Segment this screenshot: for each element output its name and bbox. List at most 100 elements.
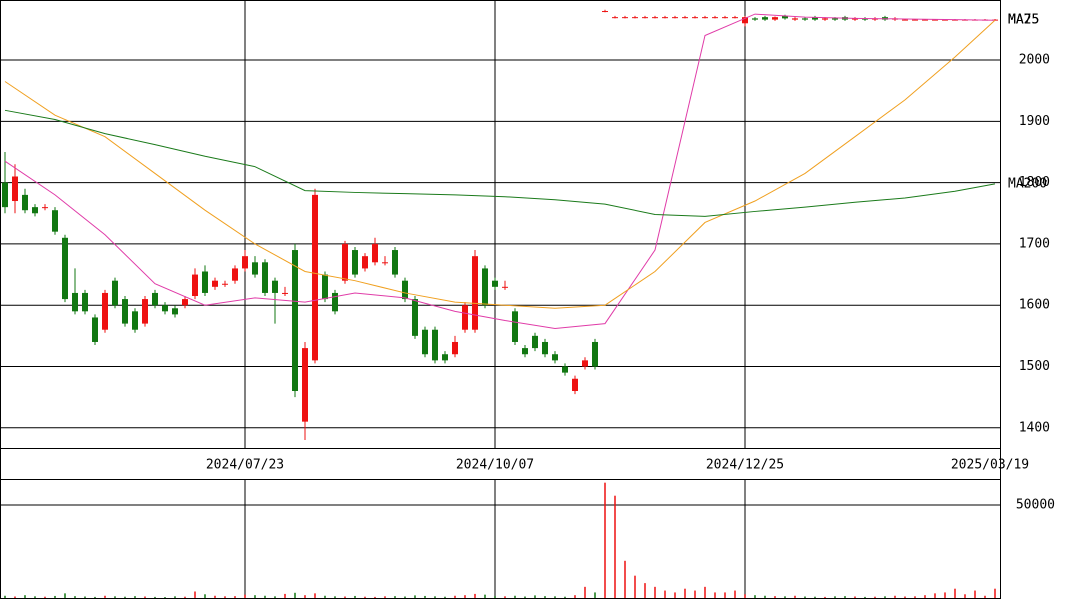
volume-bar [414,595,416,598]
y-tick-label: 1900 [1019,114,1050,129]
volume-bar [904,596,906,598]
candle-body [272,280,278,293]
candle-body [732,17,738,19]
candle-body [662,17,668,19]
volume-bar [374,596,376,598]
volume-bar [464,595,466,598]
volume-bar [854,596,856,598]
candle-body [12,176,18,202]
candle-body [222,283,228,285]
candle-body [512,311,518,342]
volume-bar [14,596,16,598]
candle-body [312,194,318,361]
candle-body [792,18,798,20]
volume-bar [524,596,526,598]
volume-bar [474,593,476,598]
y-tick-label: 1600 [1019,298,1050,313]
candle-body [642,17,648,19]
candle-body [932,19,938,21]
candle-body [822,18,828,20]
candle-body [702,17,708,19]
volume-bar [754,595,756,598]
volume-bar [444,596,446,598]
volume-bar [564,596,566,598]
volume-bar [804,596,806,598]
candle-body [502,286,508,288]
candle-body [412,299,418,336]
volume-bar [504,596,506,598]
candle-body [22,194,28,211]
candle-body [252,262,258,275]
volume-bar [194,591,196,598]
candle-body [42,207,48,209]
candle-body [232,268,238,281]
candle-body [592,341,598,367]
volume-bar [264,595,266,598]
candle-body [482,268,488,306]
candle-body [562,366,568,373]
candle-body [362,256,368,269]
candle-body [902,19,908,21]
volume-bar [394,596,396,598]
candle-body [92,317,98,342]
candle-body [942,19,948,21]
candle-body [202,271,208,293]
volume-bar [954,588,956,598]
candle-body [722,17,728,19]
volume-bar [154,596,156,598]
candle-body [762,17,768,20]
candle-body [322,274,328,300]
volume-bar [24,595,26,598]
candle-body [212,280,218,287]
volume-bar [714,592,716,598]
candle-body [402,280,408,300]
candle-body [542,341,548,355]
volume-bar [344,596,346,598]
candle-body [122,299,128,324]
candle-body [142,299,148,324]
volume-bar [214,595,216,598]
candle-body [672,17,678,19]
candle-body [372,243,378,263]
candle-body [922,19,928,21]
candle-body [682,17,688,19]
candle-body [352,250,358,275]
volume-bar [294,592,296,598]
volume-bar [604,482,606,598]
volume-bar [44,596,46,598]
candle-body [152,292,158,306]
volume-bar [404,596,406,598]
volume-bar [774,596,776,598]
volume-bar [134,596,136,598]
volume-bar [334,596,336,598]
candle-body [162,305,168,312]
volume-bar [544,596,546,598]
y-tick-label: 50000 [1016,497,1055,512]
candle-body [752,18,758,20]
volume-bar [684,588,686,598]
volume-bar [784,596,786,598]
volume-bar [624,560,626,598]
candle-body [102,292,108,330]
y-tick-label: 1800 [1019,175,1050,190]
volume-bar [694,590,696,598]
volume-bar [704,586,706,598]
y-tick-label: 2000 [1019,53,1050,68]
legend-label: MA200 [1008,176,1047,191]
volume-bar [364,596,366,598]
volume-bar [814,596,816,598]
volume-bar [874,596,876,598]
volume-bar [964,594,966,598]
x-tick-label: 2024/10/07 [456,458,534,473]
volume-bar [284,593,286,598]
candle-body [782,15,788,19]
candle-body [582,360,588,367]
volume-bar [844,596,846,598]
candle-body [742,17,748,24]
volume-bar [224,596,226,598]
volume-bar [944,592,946,598]
x-tick-label: 2025/03/19 [951,458,1029,473]
volume-bar [324,595,326,598]
candle-body [392,250,398,275]
